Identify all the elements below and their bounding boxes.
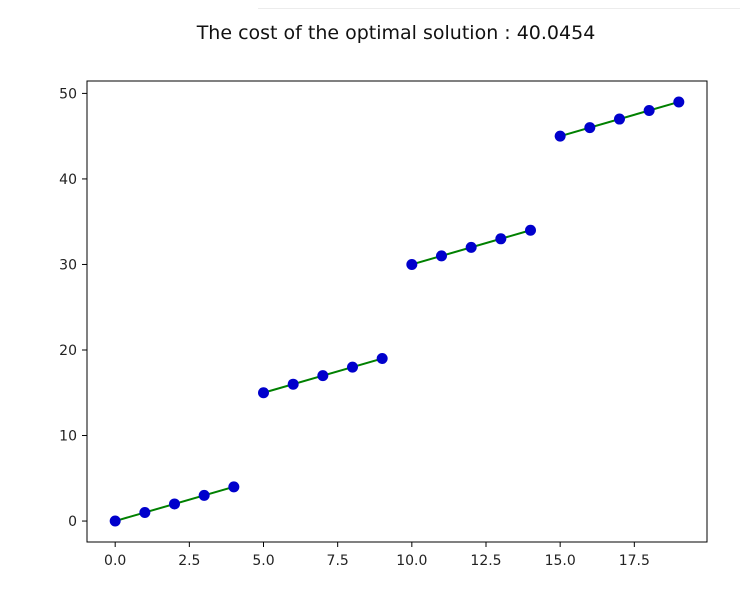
data-point xyxy=(228,481,240,493)
x-tick-label: 12.5 xyxy=(470,553,501,569)
data-point xyxy=(673,96,685,108)
data-point xyxy=(435,250,447,262)
data-point xyxy=(406,258,418,270)
data-point xyxy=(465,241,477,253)
x-tick-label: 2.5 xyxy=(178,553,200,569)
x-tick-label: 10.0 xyxy=(396,553,427,569)
y-tick-label: 50 xyxy=(59,86,77,102)
axes-frame xyxy=(86,80,708,543)
data-point xyxy=(347,361,359,373)
x-tick-label: 5.0 xyxy=(252,553,274,569)
x-tick-label: 0.0 xyxy=(104,553,126,569)
data-point xyxy=(524,224,536,236)
x-axis-ticks: 0.0 2.5 5.0 7.5 10.0 12.5 15.0 17.5 xyxy=(104,542,650,569)
y-axis-ticks: 0 10 20 30 40 50 xyxy=(59,86,87,530)
top-divider xyxy=(258,8,740,9)
data-point xyxy=(139,506,151,518)
x-tick-label: 7.5 xyxy=(327,553,349,569)
data-point xyxy=(554,130,566,142)
data-point xyxy=(169,498,181,510)
data-point xyxy=(198,489,210,501)
data-point xyxy=(613,113,625,125)
data-point xyxy=(317,370,329,382)
data-point xyxy=(376,353,388,365)
fit-lines xyxy=(114,100,680,523)
data-points xyxy=(109,96,685,527)
x-tick-label: 17.5 xyxy=(619,553,650,569)
data-point xyxy=(643,105,655,117)
y-tick-label: 10 xyxy=(59,429,77,445)
data-point xyxy=(109,515,121,527)
chart-title: The cost of the optimal solution : 40.04… xyxy=(196,22,596,44)
data-point xyxy=(258,387,270,399)
y-tick-label: 40 xyxy=(59,172,77,188)
data-point xyxy=(584,122,596,134)
data-point xyxy=(495,233,507,245)
x-tick-label: 15.0 xyxy=(545,553,576,569)
data-point xyxy=(287,378,299,390)
y-tick-label: 30 xyxy=(59,257,77,273)
y-tick-label: 0 xyxy=(68,514,77,530)
y-tick-label: 20 xyxy=(59,343,77,359)
